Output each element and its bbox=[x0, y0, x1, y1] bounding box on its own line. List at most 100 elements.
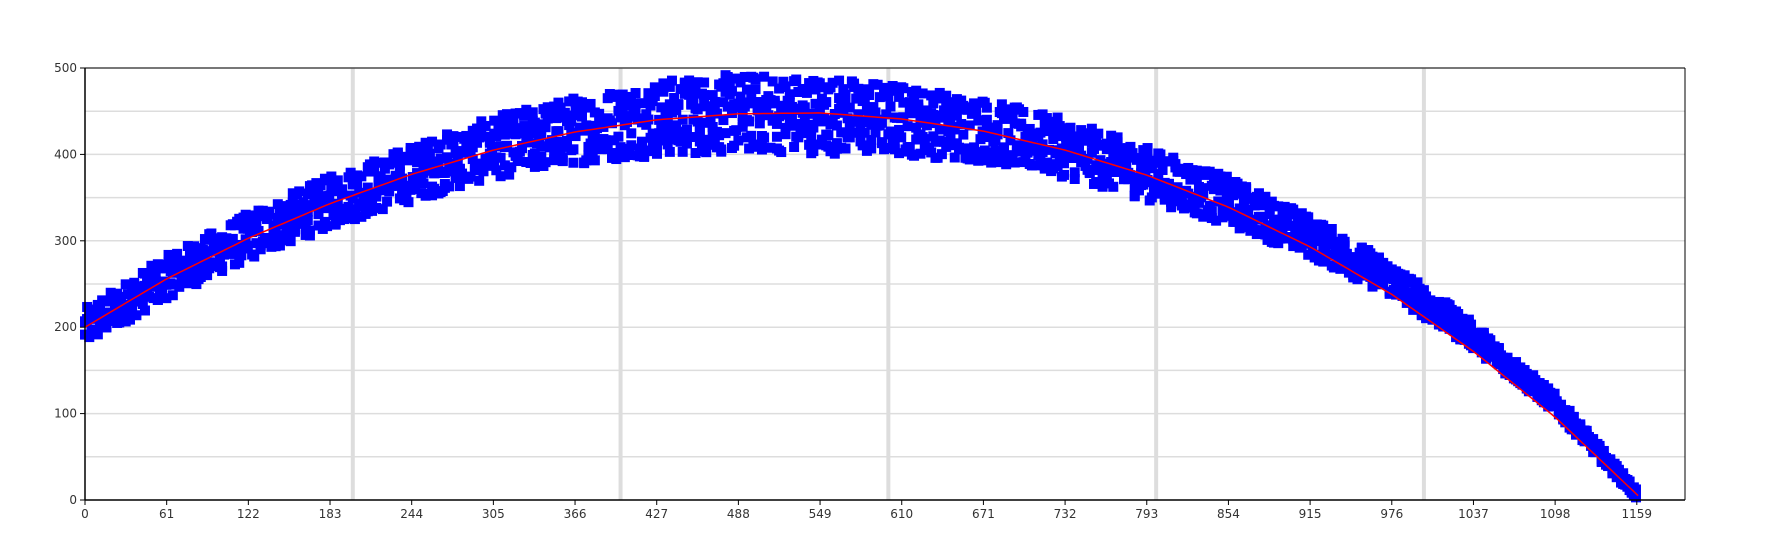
scatter-point bbox=[304, 225, 315, 236]
scatter-point bbox=[1067, 153, 1078, 164]
scatter-point bbox=[529, 117, 540, 128]
scatter-point bbox=[1157, 165, 1168, 176]
scatter-point bbox=[594, 108, 605, 119]
scatter-point bbox=[450, 172, 461, 183]
scatter-point bbox=[1144, 155, 1155, 166]
scatter-point bbox=[577, 111, 588, 122]
x-tick-label: 305 bbox=[482, 507, 505, 521]
scatter-point bbox=[1279, 233, 1290, 244]
scatter-point bbox=[750, 74, 761, 85]
scatter-point bbox=[1318, 220, 1329, 231]
scatter-point bbox=[403, 155, 414, 166]
scatter-point bbox=[202, 270, 213, 281]
scatter-point bbox=[643, 88, 654, 99]
scatter-point bbox=[298, 197, 309, 208]
scatter-point bbox=[322, 221, 333, 232]
scatter-point bbox=[247, 227, 258, 238]
scatter-point bbox=[651, 148, 662, 159]
scatter-point bbox=[1581, 425, 1592, 436]
scatter-point bbox=[328, 210, 339, 221]
scatter-point bbox=[662, 139, 673, 150]
scatter-point bbox=[1204, 166, 1215, 177]
x-tick-label: 1098 bbox=[1540, 507, 1571, 521]
scatter-point bbox=[442, 129, 453, 140]
scatter-point bbox=[1478, 327, 1489, 338]
scatter-point bbox=[799, 102, 810, 113]
scatter-point bbox=[660, 129, 671, 140]
scatter-point bbox=[808, 146, 819, 157]
scatter-point bbox=[1326, 223, 1337, 234]
scatter-point bbox=[1339, 236, 1350, 247]
scatter-point bbox=[917, 110, 928, 121]
scatter-point bbox=[724, 76, 735, 87]
scatter-point bbox=[789, 141, 800, 152]
scatter-point bbox=[947, 104, 958, 115]
scatter-point bbox=[369, 166, 380, 177]
scatter-point bbox=[1288, 241, 1299, 252]
scatter-point bbox=[1108, 181, 1119, 192]
scatter-point bbox=[167, 279, 178, 290]
scatter-point bbox=[1412, 277, 1423, 288]
scatter-point bbox=[677, 146, 688, 157]
scatter-point bbox=[1003, 128, 1014, 139]
scatter-point bbox=[887, 133, 898, 144]
scatter-point bbox=[317, 191, 328, 202]
scatter-point bbox=[1114, 143, 1125, 154]
scatter-point bbox=[480, 120, 491, 131]
scatter-point bbox=[930, 118, 941, 129]
scatter-point bbox=[1193, 197, 1204, 208]
scatter-point bbox=[439, 167, 450, 178]
scatter-point bbox=[992, 120, 1003, 131]
scatter-point bbox=[409, 173, 420, 184]
scatter-point bbox=[1166, 196, 1177, 207]
scatter-point bbox=[157, 286, 168, 297]
scatter-point bbox=[709, 96, 720, 107]
scatter-point bbox=[756, 138, 767, 149]
scatter-point bbox=[971, 147, 982, 158]
scatter-point bbox=[630, 88, 641, 99]
scatter-point bbox=[139, 305, 150, 316]
scatter-point bbox=[885, 101, 896, 112]
scatter-point bbox=[227, 233, 238, 244]
scatter-point bbox=[624, 150, 635, 161]
scatter-point bbox=[1288, 204, 1299, 215]
scatter-point bbox=[617, 104, 628, 115]
scatter-point bbox=[180, 270, 191, 281]
scatter-point bbox=[658, 78, 669, 89]
scatter-point bbox=[915, 148, 926, 159]
scatter-point bbox=[324, 190, 335, 201]
scatter-point bbox=[881, 109, 892, 120]
scatter-point bbox=[1114, 148, 1125, 159]
scatter-point bbox=[1630, 485, 1641, 496]
scatter-point bbox=[690, 147, 701, 158]
scatter-point bbox=[840, 97, 851, 108]
scatter-point bbox=[529, 148, 540, 159]
scatter-point bbox=[643, 114, 654, 125]
scatter-point bbox=[465, 132, 476, 143]
scatter-point bbox=[1258, 212, 1269, 223]
scatter-point bbox=[776, 147, 787, 158]
scatter-point bbox=[1630, 492, 1641, 503]
scatter-point bbox=[214, 255, 225, 266]
scatter-point bbox=[542, 102, 553, 113]
scatter-point bbox=[759, 71, 770, 82]
x-tick-label: 732 bbox=[1054, 507, 1077, 521]
scatter-point bbox=[489, 115, 500, 126]
scatter-point bbox=[842, 113, 853, 124]
scatter-point bbox=[424, 148, 435, 159]
scatter-point bbox=[1204, 200, 1215, 211]
scatter-point bbox=[493, 128, 504, 139]
scatter-point bbox=[658, 86, 669, 97]
scatter-point bbox=[671, 121, 682, 132]
scatter-point bbox=[894, 148, 905, 159]
scatter-point bbox=[1598, 445, 1609, 456]
scatter-point bbox=[1273, 217, 1284, 228]
scatter-point bbox=[285, 236, 296, 247]
scatter-point bbox=[675, 136, 686, 147]
scatter-point bbox=[722, 101, 733, 112]
scatter-point bbox=[1084, 168, 1095, 179]
scatter-point bbox=[1059, 158, 1070, 169]
scatter-point bbox=[446, 159, 457, 170]
scatter-point bbox=[1575, 419, 1586, 430]
scatter-point bbox=[1052, 112, 1063, 123]
